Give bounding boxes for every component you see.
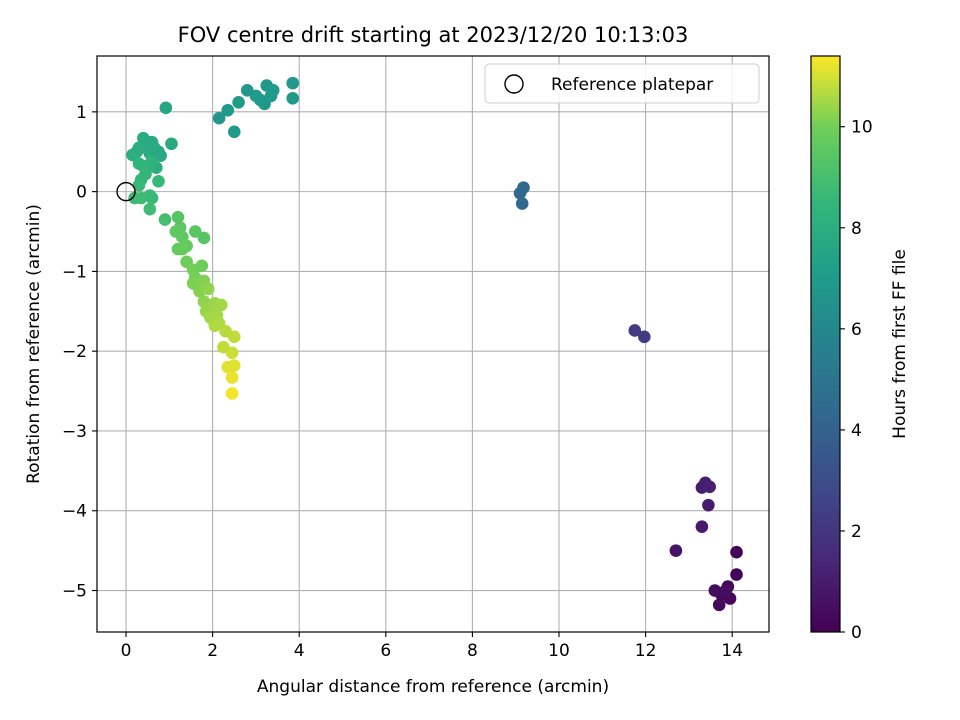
y-axis-label: Rotation from reference (arcmin) xyxy=(24,204,44,484)
scatter-point xyxy=(695,520,709,533)
colorbar-label: Hours from first FF file xyxy=(890,249,910,439)
scatter-point xyxy=(702,498,715,512)
legend: Reference platepar xyxy=(484,63,760,104)
y-tick-label: −2 xyxy=(62,342,87,362)
legend-reference-marker xyxy=(504,74,524,94)
colorbar-tick-label: 10 xyxy=(851,118,873,138)
y-axis-ticks: 1 0 −1 −2 −3 −4 −5 xyxy=(62,103,97,602)
scatter-point xyxy=(214,298,228,312)
x-tick-label: 12 xyxy=(635,641,657,661)
colorbar-ticks: 0 2 4 6 8 10 xyxy=(840,118,873,643)
scatter-point xyxy=(266,84,280,97)
scatter-point xyxy=(143,202,157,216)
scatter-point xyxy=(221,103,235,117)
scatter-point xyxy=(628,324,642,337)
scatter-point xyxy=(195,259,209,273)
scatter-point xyxy=(515,197,529,210)
colorbar-tick-label: 8 xyxy=(851,219,862,239)
y-tick-label: −4 xyxy=(62,502,87,522)
scatter-point xyxy=(708,584,722,597)
scatter-point xyxy=(719,584,733,597)
colorbar xyxy=(810,55,841,633)
scatter-point xyxy=(152,174,165,188)
x-axis-ticks: 0 2 4 6 8 10 12 14 xyxy=(121,632,743,661)
scatter-point xyxy=(225,346,239,360)
y-tick-label: 0 xyxy=(76,183,87,203)
x-tick-label: 4 xyxy=(294,641,305,661)
y-tick-label: 1 xyxy=(76,103,87,123)
legend-entry-label: Reference platepar xyxy=(551,75,713,95)
scatter-point xyxy=(225,387,239,400)
colorbar-tick-label: 0 xyxy=(851,623,862,643)
scatter-point xyxy=(225,371,239,384)
reference-marker xyxy=(116,181,136,202)
scatter-point xyxy=(286,76,300,90)
scatter-point xyxy=(197,231,211,245)
scatter-point xyxy=(227,125,241,139)
x-tick-label: 2 xyxy=(207,641,218,661)
colorbar-tick-label: 6 xyxy=(851,320,862,340)
data-points xyxy=(126,76,743,612)
y-tick-label: −1 xyxy=(62,262,87,282)
chart-title: FOV centre drift starting at 2023/12/20 … xyxy=(178,23,689,47)
scatter-point xyxy=(227,359,241,372)
scatter-point xyxy=(175,242,189,256)
scatter-point xyxy=(132,178,146,192)
scatter-point xyxy=(171,210,185,224)
scatter-point xyxy=(730,545,743,559)
scatter-point xyxy=(669,544,683,557)
scatter-point xyxy=(145,191,159,205)
scatter-point xyxy=(730,568,743,581)
plot-frame xyxy=(96,55,770,633)
scatter-point xyxy=(212,111,226,125)
scatter-point xyxy=(712,598,726,612)
x-tick-label: 6 xyxy=(380,641,391,661)
scatter-point xyxy=(159,101,173,115)
x-tick-label: 14 xyxy=(721,641,743,661)
gridlines xyxy=(97,56,769,632)
x-tick-label: 10 xyxy=(548,641,570,661)
scatter-point xyxy=(637,330,651,344)
scatter-point xyxy=(232,95,245,109)
x-axis-label: Angular distance from reference (arcmin) xyxy=(257,677,609,697)
scatter-point xyxy=(165,137,178,151)
scatter-point xyxy=(188,225,202,238)
scatter-point xyxy=(517,181,530,194)
legend-box xyxy=(484,63,760,104)
scatter-point xyxy=(201,282,215,296)
scatter-point xyxy=(703,480,716,494)
colorbar-tick-label: 2 xyxy=(851,522,862,542)
scatter-point xyxy=(132,157,146,171)
y-tick-label: −5 xyxy=(62,582,87,602)
scatter-point xyxy=(227,330,241,344)
x-tick-label: 8 xyxy=(467,641,478,661)
scatter-point xyxy=(158,213,172,226)
colorbar-tick-label: 4 xyxy=(851,421,862,441)
x-tick-label: 0 xyxy=(121,641,132,661)
scatter-point xyxy=(286,91,300,105)
y-tick-label: −3 xyxy=(62,422,87,442)
